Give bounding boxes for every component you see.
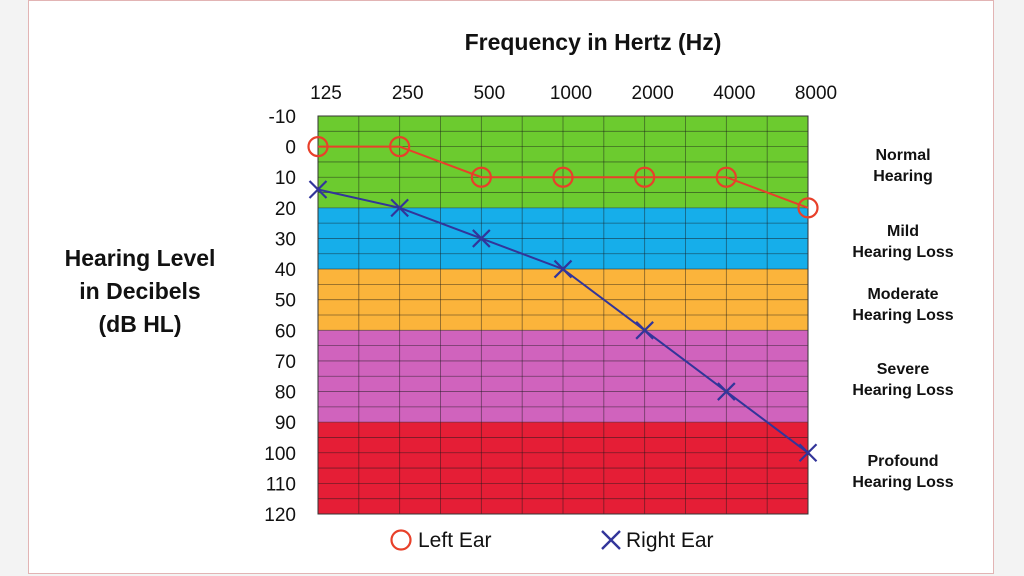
plot-border bbox=[317, 115, 809, 515]
left-ear-point bbox=[470, 166, 492, 188]
y-tick-label: 90 bbox=[275, 413, 296, 434]
legend-left-ear-label: Left Ear bbox=[418, 529, 492, 552]
band-label: Hearing Loss bbox=[852, 474, 953, 491]
right-ear-point bbox=[308, 180, 328, 199]
legend-left-ear-marker bbox=[390, 529, 412, 551]
y-tick-label: 10 bbox=[275, 168, 296, 189]
x-tick-label: 2000 bbox=[632, 83, 674, 104]
right-ear-point bbox=[553, 259, 573, 279]
y-axis-label: in Decibels bbox=[79, 278, 200, 304]
right-ear-point bbox=[472, 229, 491, 248]
band-label: Normal bbox=[875, 147, 930, 164]
y-tick-label: 0 bbox=[285, 138, 296, 159]
y-tick-label: 50 bbox=[275, 291, 296, 312]
legend-right-ear-label: Right Ear bbox=[626, 529, 714, 552]
band-label: Hearing Loss bbox=[852, 244, 953, 261]
band-label: Hearing Loss bbox=[852, 382, 953, 399]
y-tick-label: 80 bbox=[275, 383, 296, 404]
y-tick-label: 30 bbox=[275, 229, 296, 250]
x-tick-label: 4000 bbox=[713, 83, 755, 104]
left-ear-point bbox=[634, 166, 656, 188]
y-tick-label: 110 bbox=[266, 474, 296, 495]
band-label: Hearing Loss bbox=[852, 307, 953, 324]
x-tick-label: 1000 bbox=[550, 83, 592, 104]
y-tick-label: 120 bbox=[264, 505, 296, 526]
y-axis-label: Hearing Level bbox=[65, 245, 216, 271]
x-tick-label: 250 bbox=[392, 83, 424, 104]
right-ear-point bbox=[390, 198, 409, 218]
band-label: Profound bbox=[867, 453, 938, 470]
right-ear-point bbox=[798, 443, 818, 463]
x-tick-label: 8000 bbox=[795, 83, 837, 104]
y-tick-label: 20 bbox=[275, 199, 296, 220]
y-tick-label: 60 bbox=[275, 321, 296, 342]
legend-right-ear-marker bbox=[601, 530, 621, 550]
band-label: Severe bbox=[877, 361, 930, 378]
left-ear-point bbox=[307, 136, 329, 158]
band-label: Mild bbox=[887, 223, 919, 240]
y-tick-label: 40 bbox=[275, 260, 296, 281]
band-label: Hearing bbox=[873, 168, 933, 185]
left-ear-point bbox=[389, 136, 411, 158]
series-line-left-ear bbox=[318, 145, 809, 209]
x-tick-label: 500 bbox=[473, 83, 505, 104]
left-ear-point bbox=[552, 166, 574, 188]
chart-title: Frequency in Hertz (Hz) bbox=[465, 29, 722, 55]
y-axis-label: (dB HL) bbox=[98, 311, 181, 337]
y-tick-label: 70 bbox=[275, 352, 296, 373]
y-tick-label: -10 bbox=[269, 107, 296, 128]
band-label: Moderate bbox=[867, 286, 938, 303]
left-ear-point bbox=[715, 166, 737, 188]
y-tick-label: 100 bbox=[264, 444, 296, 465]
x-tick-label: 125 bbox=[310, 83, 342, 104]
left-ear-point bbox=[797, 197, 819, 219]
right-ear-point bbox=[717, 382, 736, 401]
right-ear-point bbox=[635, 321, 654, 340]
